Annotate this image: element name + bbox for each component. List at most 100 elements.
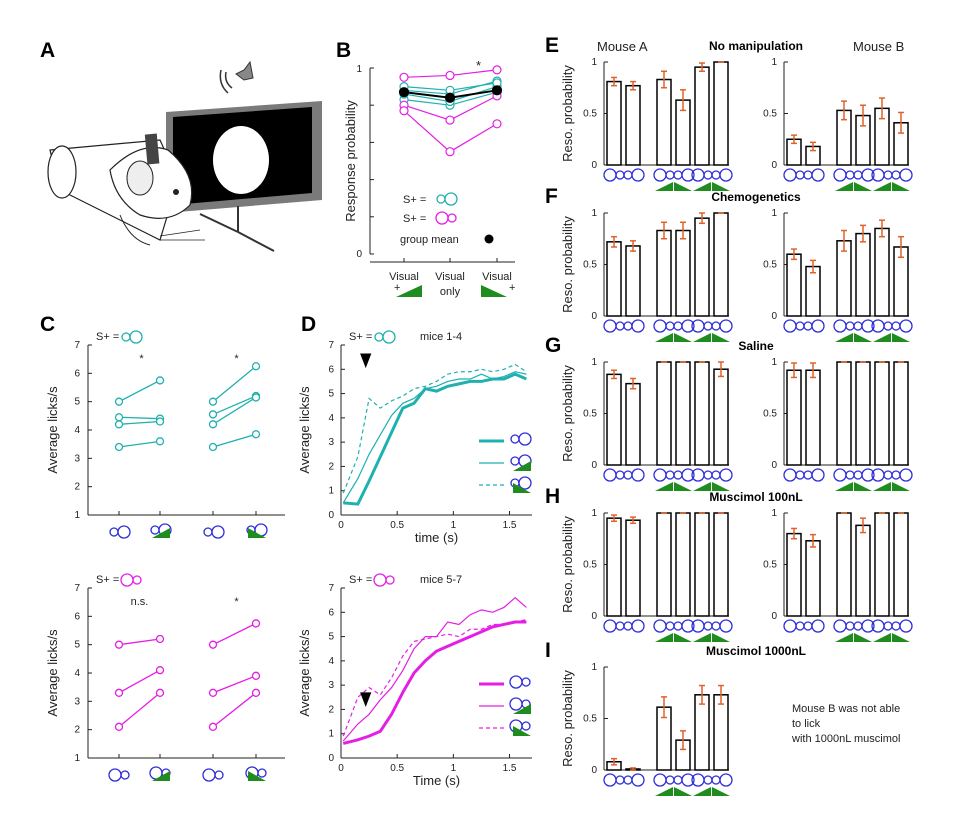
bar-y-tick-label: 1 [591,662,597,673]
small-circle-icon [703,621,713,631]
d-legend-splus: S+ = [349,331,372,343]
grating-down-icon [892,633,910,642]
grating-up-icon [655,182,673,191]
small-circle-icon [673,621,683,631]
big-circle-icon [631,468,645,482]
c-point [208,640,218,649]
d-y-tick-label: 0 [328,753,334,764]
d-y-tick-label: 5 [328,632,334,643]
d-series-dashed [342,363,527,494]
small-circle-icon [374,332,384,342]
grating-down-icon [712,787,730,796]
big-circle-icon [681,468,695,482]
big-circle-icon [518,432,532,446]
small-circle-icon [150,525,160,535]
bar [805,265,821,317]
d-y-tick-label: 6 [328,607,334,618]
bar-y-tick-label: 0.5 [583,714,597,725]
bar-y-tick-label: 0 [771,611,777,622]
small-circle-icon [883,321,893,331]
bar-y-tick-label: 1 [771,508,777,519]
c-pair-line [212,365,257,403]
bar [855,524,871,617]
grating-down-icon [712,182,730,191]
c-significance: n.s. [131,596,149,608]
c-y-tick-label: 4 [74,668,80,679]
small-circle-icon [891,170,901,180]
grating-down-icon [712,482,730,491]
big-circle-icon [783,168,797,182]
big-circle-icon [653,619,667,633]
c-point [155,376,165,385]
big-circle-icon [518,476,532,490]
bar [694,217,710,317]
small-circle-icon [803,621,813,631]
c-pair-line [118,692,161,728]
small-circle-icon [623,170,633,180]
c-point [208,688,218,697]
c-pair-line [212,622,257,646]
c-y-tick-label: 7 [74,340,80,351]
bar-y-tick-label: 1 [771,208,777,219]
small-circle-icon [803,170,813,180]
grating-down-icon [712,333,730,342]
b-cat-label: Visual [435,271,465,283]
big-circle-icon [811,319,825,333]
d-y-tick-label: 0 [328,510,334,521]
c-point [114,420,124,429]
big-circle-icon [681,619,695,633]
grating-down-icon [674,787,692,796]
small-circle-icon [615,321,625,331]
bar [786,253,802,317]
grating-down-icon [854,482,872,491]
big-circle-icon [509,697,523,711]
c-y-tick-label: 5 [74,397,80,408]
d-y-tick-label: 7 [328,340,334,351]
small-circle-icon [673,170,683,180]
bar [694,512,710,617]
note-line-3: with 1000nL muscimol [791,733,900,745]
bar [625,519,641,617]
panel-h: H Muscimol 100nL 0 0.5 1 0 0.5 1 Reso. probabili… [545,485,913,642]
c-point [251,362,261,371]
small-circle-icon [711,321,721,331]
small-circle-icon [521,721,531,731]
b-y-tick-label: 1 [356,64,362,75]
bar [836,361,852,466]
small-circle-icon [795,621,805,631]
bar-y-tick-label: 1 [591,508,597,519]
grating-down-icon [854,182,872,191]
bar [855,232,871,317]
bar-y-tick-label: 1 [591,208,597,219]
c-point [114,722,124,731]
bar-y-tick-label: 0 [591,611,597,622]
small-circle-icon [703,775,713,785]
b-y-axis-label: Response probability [343,100,358,222]
big-circle-icon [833,468,847,482]
c-point [155,666,165,675]
d-x-axis-label: Time (s) [413,773,460,788]
bar [625,245,641,317]
panel-g: G Saline 0 0.5 1 0 0.5 1 Reso. probability [545,334,913,491]
c-point [208,420,218,429]
c-point [251,393,261,402]
c-point [208,410,218,419]
big-circle-icon [811,619,825,633]
b-point [445,115,455,125]
small-circle-icon [623,775,633,785]
small-circle-icon [673,775,683,785]
c-pair-line [118,379,161,403]
bar-y-axis-label: Reso. probability [560,516,575,613]
d-x-tick-label: 1 [451,763,457,774]
b-legend-mean-dot [484,234,494,244]
bar [625,84,641,166]
b-cat-sub: + [509,282,515,294]
b-legend-teal: S+ = [403,194,426,206]
bar [656,512,672,617]
c-point [114,688,124,697]
c-pair-line [118,440,161,448]
big-circle-icon [681,773,695,787]
small-circle-icon [665,775,675,785]
small-circle-icon [510,434,520,444]
